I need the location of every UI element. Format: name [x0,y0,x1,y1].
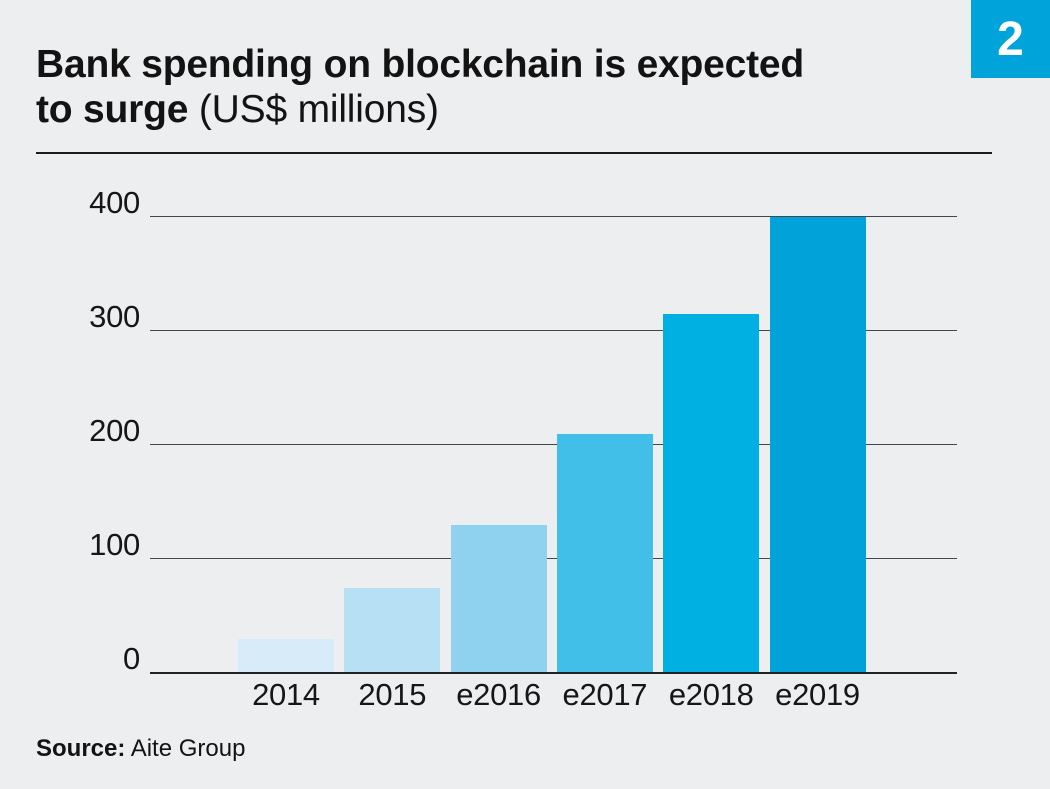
x-tick-label-2014: 2014 [252,677,320,712]
gridline-100 [150,558,957,559]
source-note: Source: Aite Group [36,734,245,764]
x-tick-label-e2019: e2019 [775,677,860,712]
page-number-badge: 2 [971,0,1050,78]
gridline-400 [150,216,957,217]
bar-e2018 [663,313,760,673]
x-tick-label-e2016: e2016 [456,677,541,712]
source-label: Source: [36,735,126,762]
chart-title: Bank spending on blockchain is expected … [36,42,936,132]
y-tick-label-100: 100 [89,527,140,562]
y-tick-label-400: 400 [89,185,140,220]
x-tick-label-e2017: e2017 [562,677,648,712]
x-axis-baseline [150,672,957,674]
y-tick-label-200: 200 [89,413,140,448]
gridline-200 [150,444,957,445]
y-tick-label-0: 0 [123,641,140,676]
bar-e2016 [450,524,547,673]
gridline-300 [150,330,957,331]
bar-2014 [238,638,334,673]
x-tick-label-e2018: e2018 [668,677,754,712]
bar-e2017 [556,433,653,673]
chart-title-line2: to surge (US$ millions) [36,88,439,131]
bar-e2019 [769,217,866,673]
y-tick-label-300: 300 [89,299,140,334]
source-value: Aite Group [130,735,246,762]
title-divider-rule [36,152,992,154]
page-number: 2 [997,12,1024,66]
chart-title-line1: Bank spending on blockchain is expected [36,43,805,86]
x-tick-label-2015: 2015 [358,677,427,712]
bar-2015 [344,587,441,673]
